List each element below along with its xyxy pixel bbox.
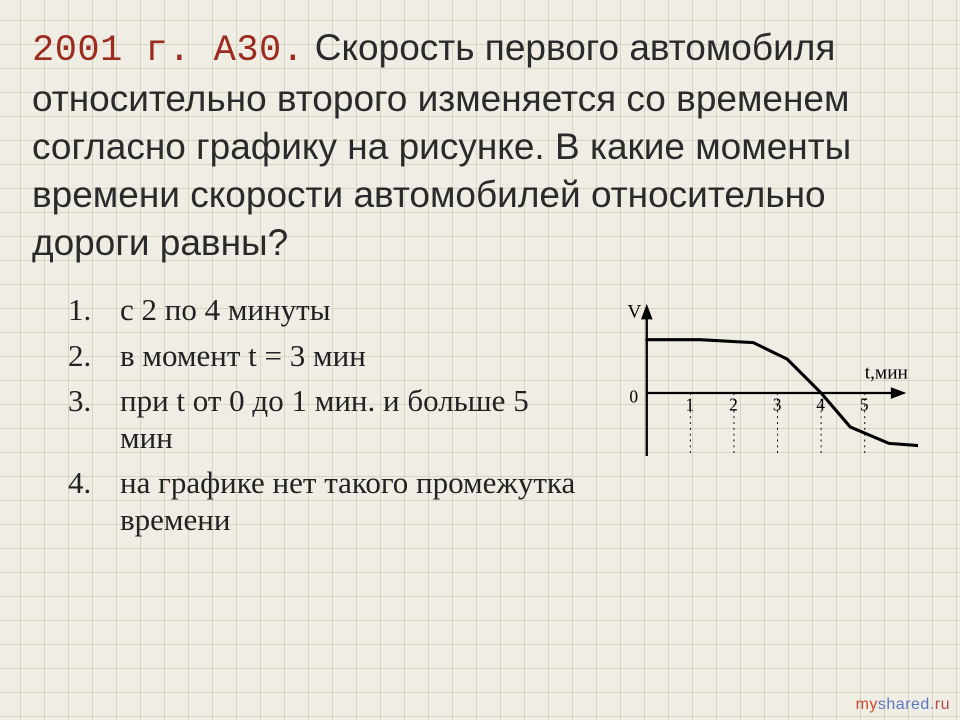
x-tick-label: 5: [860, 395, 869, 415]
y-axis-arrow: [641, 304, 653, 320]
answer-options: с 2 по 4 минуты в момент t = 3 мин при t…: [68, 291, 578, 546]
x-tick-label: 4: [816, 395, 825, 415]
title-prefix: 2001 г. А30.: [32, 30, 304, 72]
tick-labels: 1 2 3 4 5: [686, 395, 869, 415]
content-row: с 2 по 4 минуты в момент t = 3 мин при t…: [32, 285, 924, 546]
y-axis-label: V: [627, 302, 641, 323]
x-tick-label: 2: [729, 395, 738, 415]
question-title: 2001 г. А30. Скорость первого автомобиля…: [32, 24, 924, 267]
x-axis-arrow: [891, 388, 907, 400]
watermark-seg-my: my: [856, 696, 878, 713]
slide: 2001 г. А30. Скорость первого автомобиля…: [0, 0, 960, 720]
x-tick-label: 3: [773, 395, 782, 415]
velocity-chart: V t,мин 0 1 2 3 4 5: [608, 293, 918, 493]
watermark-seg-ru: ru: [935, 696, 950, 713]
watermark-seg-shar: shared: [878, 696, 930, 713]
watermark: myshared.ru: [856, 696, 950, 714]
option-1: с 2 по 4 минуты: [68, 291, 578, 328]
chart-container: V t,мин 0 1 2 3 4 5: [602, 285, 924, 493]
option-2: в момент t = 3 мин: [68, 337, 578, 374]
x-axis-label: t,мин: [865, 363, 908, 384]
origin-label: 0: [629, 387, 638, 407]
option-4: на графике нет такого промежутка времени: [68, 464, 578, 538]
x-tick-label: 1: [686, 395, 695, 415]
option-3: при t от 0 до 1 мин. и больше 5 мин: [68, 382, 578, 456]
